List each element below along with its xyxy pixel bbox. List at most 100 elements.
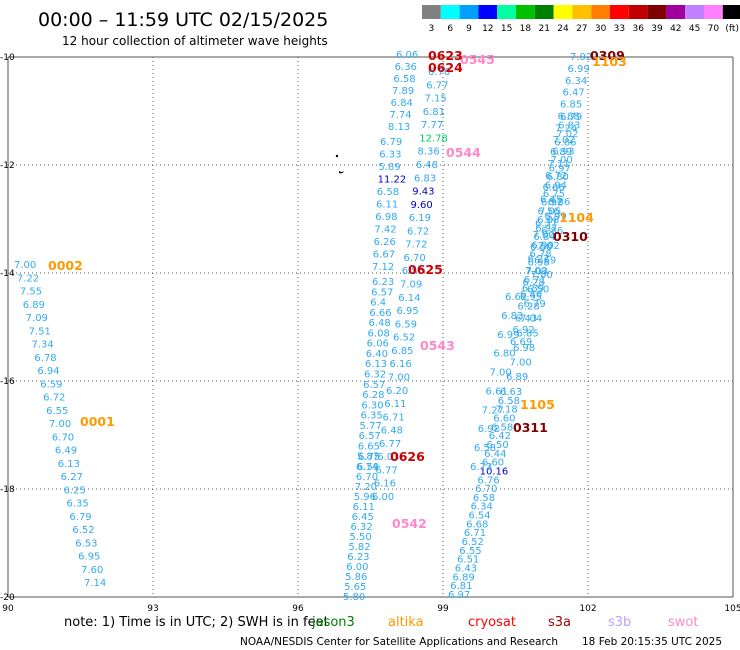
wave-height-value: 6.16 (374, 479, 396, 490)
pass-time-label: 1103 (592, 54, 627, 69)
wave-height-value: 6.60 (530, 242, 552, 253)
wave-height-value: 6.81 (450, 581, 472, 592)
lat-tick-label: -20 (0, 593, 15, 603)
wave-height-value: 6.44 (484, 449, 506, 460)
satellite-legend: jason3 altika cryosat s3a s3b swot (311, 615, 698, 630)
wave-height-value: 5.82 (348, 542, 370, 553)
wave-height-value: 6.86 (548, 197, 570, 208)
scale-label: 70 (708, 24, 720, 34)
wave-height-value: 6.20 (386, 386, 408, 397)
wave-height-value: 6.23 (372, 277, 394, 288)
pass-time-label: 0310 (553, 229, 588, 244)
wave-height-value: 6.93 (552, 146, 574, 157)
wave-height-value: 6.00 (372, 492, 394, 503)
wave-height-value: 6.19 (409, 213, 431, 224)
wave-height-value: 6.79 (380, 137, 402, 148)
wave-height-value: 6.99 (545, 212, 567, 223)
wave-height-value: 6.58 (491, 422, 513, 433)
pass-time-label: 0626 (390, 449, 425, 464)
wave-height-value: 6.56 (538, 206, 560, 217)
wave-height-value: 6.79 (524, 299, 546, 310)
wave-height-value: 7.00 (531, 270, 553, 281)
wave-height-value: 6.60 (493, 413, 515, 424)
wave-height-value: 5.89 (378, 162, 400, 173)
wave-height-value: 6.57 (359, 431, 381, 442)
satellite-legend-item: swot (668, 615, 698, 630)
wave-height-value: 6.72 (545, 171, 567, 182)
pass-time-label: 0542 (392, 516, 427, 531)
wave-height-value: 6.28 (518, 301, 540, 312)
wave-height-value: 5.86 (345, 572, 367, 583)
scale-label: 30 (595, 24, 607, 34)
pass-time-label: 1104 (559, 210, 594, 225)
wave-height-value: 6.89 (453, 572, 475, 583)
scale-label: 27 (576, 24, 587, 34)
scale-swatch (534, 5, 554, 19)
lat-tick-label: -18 (0, 485, 15, 495)
wave-height-value: 6.61 (486, 386, 508, 397)
wave-height-value: 6.57 (363, 380, 385, 391)
wave-height-value: 6.85 (560, 100, 582, 111)
wave-height-value: 6.35 (360, 411, 382, 422)
wave-height-value: 6.75 (358, 452, 380, 463)
wave-height-value: 6.51 (457, 555, 479, 566)
scale-swatch (478, 5, 498, 19)
pass-time-label: 0002 (48, 258, 83, 273)
wave-height-value: 6.70 (404, 253, 426, 264)
wave-height-value: 6.66 (543, 183, 565, 194)
wave-height-value: 7.09 (400, 280, 422, 291)
scale-label: 12 (482, 24, 493, 34)
wave-height-value: 6.66 (369, 308, 391, 319)
wave-height-value: 6.99 (568, 64, 590, 75)
wave-height-value: 7.00 (533, 230, 555, 241)
wave-height-value: 6.86 (541, 226, 563, 237)
wave-height-value: 7.77 (421, 120, 443, 131)
wave-height-color-scale: 3 6 9 12 15 18 21 24 27 30 33 36 39 42 45 70 (ft) (422, 5, 740, 34)
wave-height-value: 6.83 (501, 311, 523, 322)
scale-swatch (722, 5, 740, 19)
lat-tick-label: -10 (0, 53, 15, 63)
wave-height-value: 6.43 (455, 564, 477, 575)
wave-height-value: 6.23 (347, 552, 369, 563)
scale-swatch (666, 5, 686, 19)
wave-height-value: 6.88 (537, 215, 559, 226)
wave-height-value: 6.52 (72, 525, 94, 536)
pass-time-label: 0625 (408, 262, 443, 277)
lat-tick-label: -14 (0, 269, 15, 279)
pass-time-label: 1105 (520, 397, 555, 412)
scale-label: 33 (614, 24, 625, 34)
wave-height-value: 6.45 (540, 195, 562, 206)
wave-height-value: 6.37 (535, 218, 557, 229)
wave-height-value: 7.34 (32, 340, 54, 351)
page-subtitle: 12 hour collection of altimeter wave hei… (62, 34, 328, 48)
wave-height-value: 6.72 (43, 393, 65, 404)
wave-height-value: 6.59 (395, 319, 417, 330)
wave-height-value: 6.28 (362, 390, 384, 401)
wave-height-value: 6.45 (352, 512, 374, 523)
wave-height-value: 7.00 (510, 357, 532, 368)
wave-height-value: 6.62 (505, 292, 527, 303)
wave-height-value: 7.60 (81, 565, 103, 576)
scale-label: 6 (447, 24, 453, 34)
scale-swatch (516, 5, 535, 19)
wave-height-value: 6.49 (55, 446, 77, 457)
wave-height-value: 7.42 (374, 225, 396, 236)
wave-height-value: 6.73 (470, 462, 492, 473)
wave-height-value: 6.92 (541, 198, 563, 209)
wave-height-value: 6.75 (543, 189, 565, 200)
scale-swatch (459, 5, 479, 19)
footer-credit: NOAA/NESDIS Center for Satellite Applica… (240, 636, 558, 648)
wave-height-value: 6.65 (358, 441, 380, 452)
wave-height-value: 6.85 (517, 328, 539, 339)
wave-height-value: 7.00 (388, 372, 410, 383)
wave-height-value: 6.40 (366, 349, 388, 360)
wave-height-value: 6.97 (535, 223, 557, 234)
wave-height-value: 5.65 (344, 582, 366, 593)
wave-height-value: 7.02 (538, 241, 560, 252)
wave-height-value: 6.89 (23, 300, 45, 311)
wave-height-value: 6.76 (428, 67, 450, 78)
wave-height-value: 6.86 (554, 138, 576, 149)
scale-label: 3 (429, 24, 435, 34)
